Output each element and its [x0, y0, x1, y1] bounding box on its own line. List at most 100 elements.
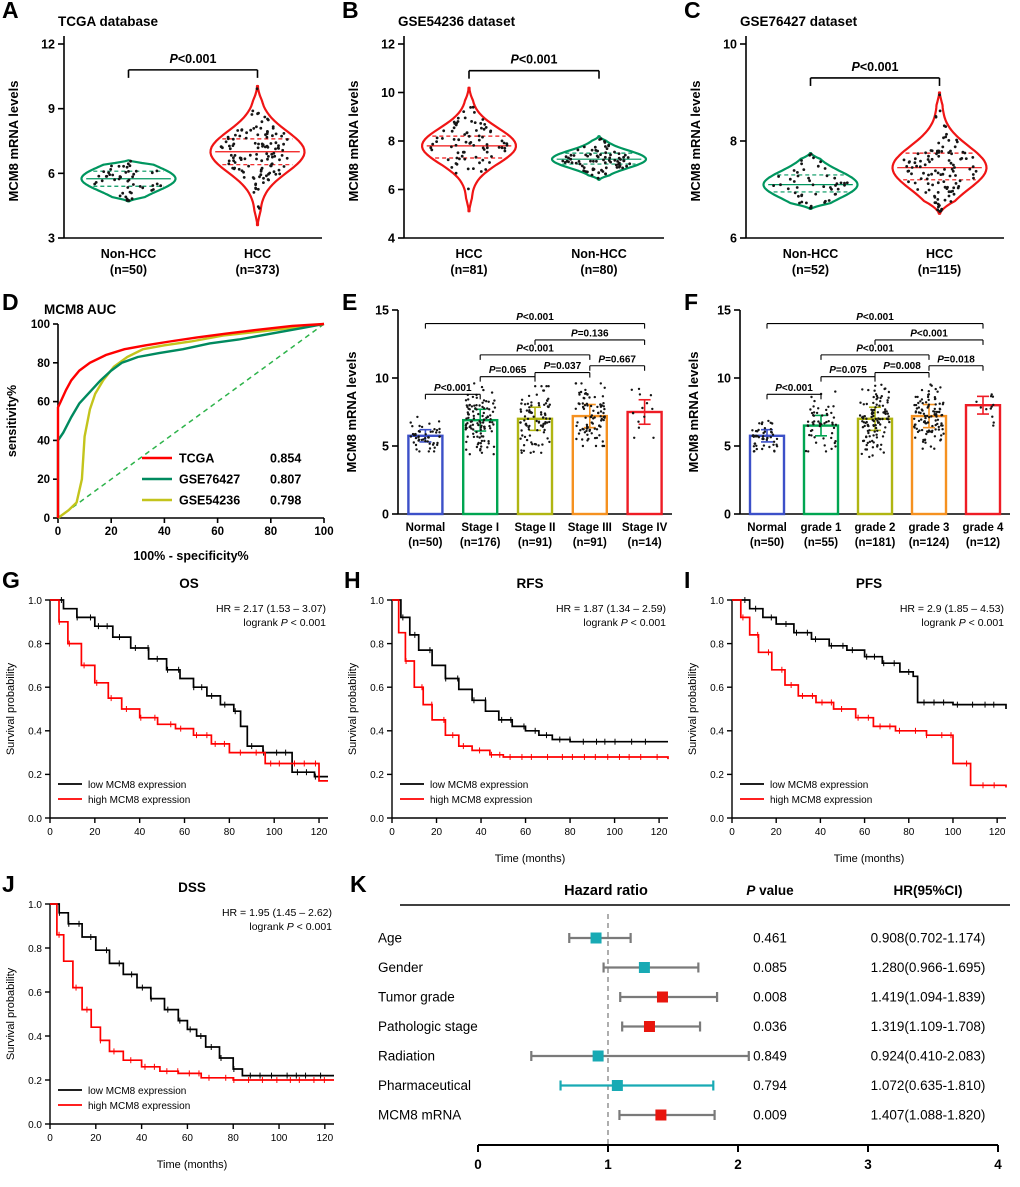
panel-E: E 0 5 10 15 MCM8 mRNA levels Normal (n=50) Stag… — [340, 289, 682, 570]
data-point — [910, 166, 914, 169]
data-point — [545, 399, 549, 402]
svg-text:1.0: 1.0 — [28, 900, 42, 911]
data-point — [599, 410, 603, 413]
data-point — [240, 169, 244, 173]
data-point — [113, 178, 116, 182]
data-point — [262, 176, 265, 180]
data-point — [485, 400, 488, 403]
data-point — [942, 180, 946, 184]
data-point — [992, 421, 995, 424]
data-point — [932, 410, 935, 413]
data-point — [917, 411, 921, 414]
group-n: (n=55) — [804, 537, 838, 549]
x-axis-label: Time (months) — [157, 1159, 228, 1171]
data-point — [811, 429, 814, 432]
data-point — [109, 168, 113, 171]
data-point — [428, 442, 431, 445]
data-point — [940, 414, 943, 417]
data-point — [117, 177, 121, 181]
data-point — [418, 424, 421, 428]
data-point — [272, 151, 276, 155]
data-point — [957, 185, 961, 188]
data-point — [830, 411, 833, 415]
data-point — [452, 120, 456, 124]
svg-text:120: 120 — [311, 827, 328, 838]
data-point — [131, 175, 135, 179]
panel-A: A TCGA database 3 6 9 12 MCM8 mRNA levels Non-… — [0, 0, 338, 292]
data-point — [989, 395, 993, 398]
data-point — [583, 404, 587, 407]
data-point — [481, 135, 484, 139]
data-point — [824, 450, 828, 453]
data-point — [477, 138, 481, 142]
data-point — [761, 435, 765, 438]
data-point — [922, 171, 925, 175]
data-point — [150, 189, 154, 192]
significance-label: P<0.001 — [516, 343, 554, 354]
data-point — [159, 184, 163, 188]
group-n: (n=373) — [235, 263, 279, 277]
data-point — [934, 428, 937, 431]
y-axis-label: MCM8 mRNA levels — [6, 81, 21, 202]
group-label: Stage III — [568, 522, 612, 534]
data-point — [617, 152, 621, 156]
data-point — [127, 199, 131, 202]
data-point — [486, 446, 489, 449]
data-point — [481, 421, 485, 424]
data-point — [936, 149, 939, 153]
data-point — [933, 435, 937, 438]
data-point — [277, 144, 280, 148]
data-point — [547, 405, 550, 409]
data-point — [919, 400, 922, 403]
data-point — [523, 419, 526, 422]
data-point — [471, 410, 475, 413]
data-point — [762, 431, 765, 435]
data-point — [547, 397, 550, 400]
data-point — [483, 427, 486, 430]
svg-text:80: 80 — [565, 827, 577, 838]
data-point — [255, 157, 258, 161]
data-point — [933, 447, 936, 450]
data-point — [963, 151, 967, 155]
data-point — [603, 407, 606, 411]
data-point — [882, 451, 885, 454]
data-point — [491, 410, 495, 413]
data-point — [930, 430, 934, 434]
data-point — [582, 407, 586, 411]
data-point — [914, 395, 917, 399]
hr-box — [655, 1109, 667, 1121]
data-point — [232, 156, 235, 160]
hr-box — [656, 991, 668, 1003]
data-point — [274, 132, 278, 136]
legend-label: high MCM8 expression — [770, 795, 872, 806]
data-point — [231, 137, 235, 141]
data-point — [812, 414, 815, 417]
chart-K-forest: Hazard ratio P value HR(95%CI) Age 0.461 0.90… — [378, 883, 1010, 1172]
data-point — [603, 161, 607, 165]
diagonal-reference-line — [57, 323, 325, 519]
legend-auc: 0.854 — [270, 452, 301, 466]
data-point — [990, 405, 993, 408]
data-point — [937, 141, 941, 145]
data-point — [130, 197, 134, 201]
svg-text:4: 4 — [388, 232, 395, 246]
data-point — [537, 444, 540, 447]
data-point — [814, 441, 818, 444]
svg-text:100: 100 — [606, 827, 623, 838]
data-point — [860, 452, 863, 456]
data-point — [257, 206, 261, 210]
data-point — [871, 446, 875, 449]
data-point — [124, 171, 128, 174]
data-point — [808, 433, 811, 437]
data-point — [527, 428, 531, 431]
svg-text:0.2: 0.2 — [710, 770, 724, 781]
data-point — [617, 165, 621, 169]
data-point — [815, 411, 819, 415]
data-point — [637, 420, 640, 423]
data-point — [887, 418, 890, 421]
row-label: Radiation — [378, 1049, 435, 1064]
bar-Normal — [748, 434, 786, 516]
data-point — [949, 149, 952, 153]
data-point — [934, 403, 937, 406]
data-point — [934, 387, 937, 391]
